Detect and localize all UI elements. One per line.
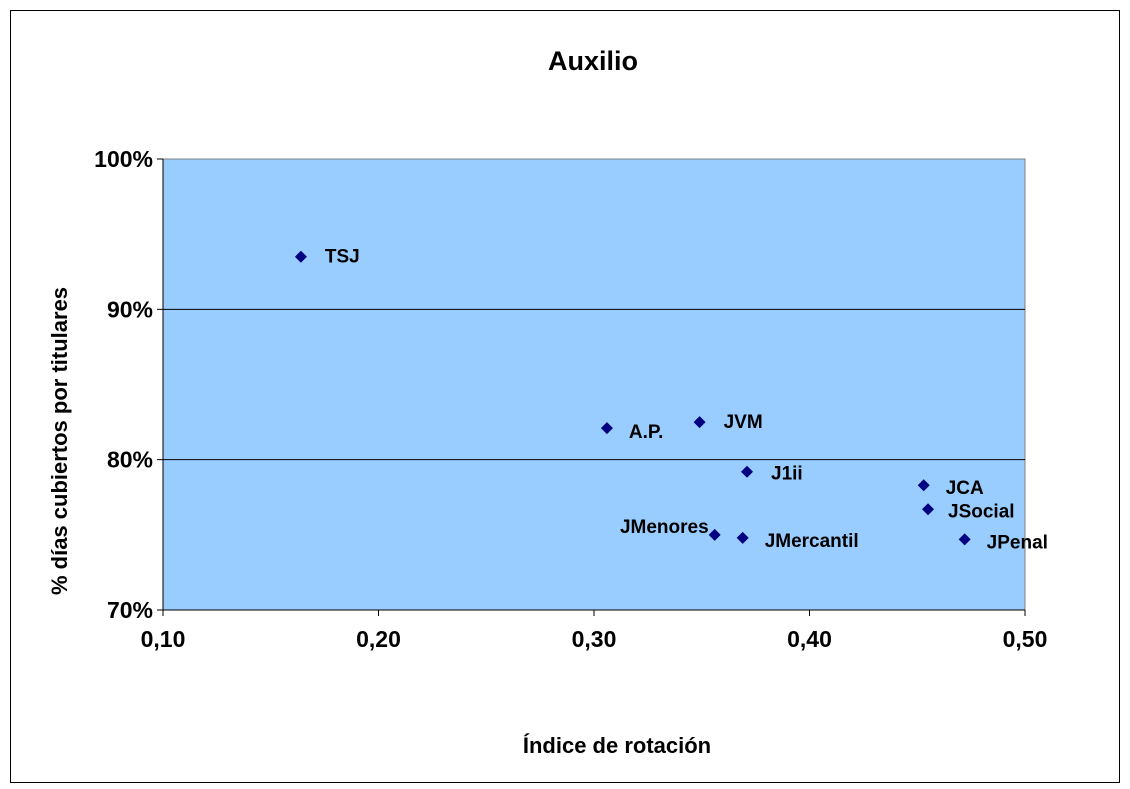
chart-title: Auxilio	[548, 46, 638, 76]
y-axis-title: % días cubiertos por titulares	[47, 287, 72, 595]
x-tick-label: 0,10	[141, 626, 186, 652]
data-point[interactable]	[958, 533, 971, 546]
y-tick-label: 90%	[107, 296, 153, 322]
data-point[interactable]	[922, 503, 935, 516]
data-point-label: J1ii	[771, 464, 803, 485]
data-point-label: JCA	[946, 478, 984, 499]
data-point[interactable]	[693, 416, 706, 429]
x-tick-label: 0,50	[1003, 626, 1048, 652]
data-point-label: JMercantil	[765, 531, 859, 552]
x-tick-label: 0,30	[572, 626, 617, 652]
y-tick-label: 100%	[94, 146, 153, 172]
data-point[interactable]	[917, 479, 930, 492]
data-point-label: JVM	[724, 412, 763, 433]
data-point[interactable]	[294, 250, 307, 263]
scatter-chart: 70% 80% 90% 100% 0,10 0,20 0,30 0,40 0,50 TSJ A.P.…	[47, 46, 1048, 758]
data-point[interactable]	[741, 465, 754, 478]
data-point[interactable]	[736, 531, 749, 544]
data-point-label: JPenal	[987, 532, 1048, 553]
data-point-label: TSJ	[325, 247, 360, 268]
data-point-label: JMenores	[620, 517, 709, 538]
data-point-label: JSocial	[948, 501, 1015, 522]
y-tick-label: 80%	[107, 447, 153, 473]
x-tick-label: 0,40	[787, 626, 832, 652]
chart-frame: 70% 80% 90% 100% 0,10 0,20 0,30 0,40 0,50 TSJ A.P.…	[10, 10, 1120, 783]
data-point[interactable]	[708, 528, 721, 541]
x-tick-label: 0,20	[356, 626, 401, 652]
y-tick-label: 70%	[107, 597, 153, 623]
x-axis-title: Índice de rotación	[523, 733, 711, 758]
data-point[interactable]	[600, 422, 613, 435]
data-point-label: A.P.	[629, 422, 664, 443]
plot-area	[162, 158, 1026, 611]
